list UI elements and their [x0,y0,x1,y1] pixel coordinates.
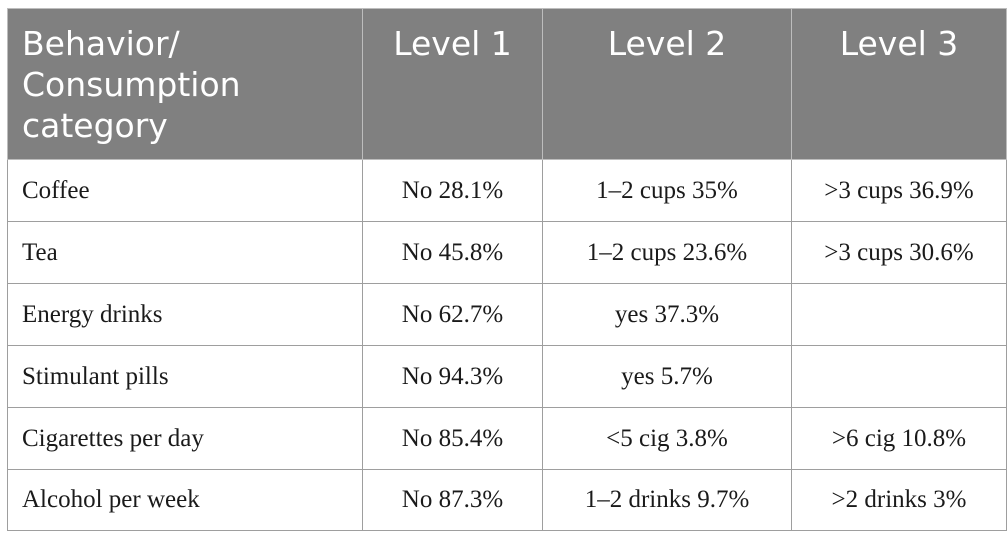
row-level-1: No 45.8% [362,221,543,284]
table-row: Tea No 45.8% 1–2 cups 23.6% >3 cups 30.6… [7,221,1007,284]
row-level-3: >3 cups 30.6% [791,221,1007,284]
table-row: Alcohol per week No 87.3% 1–2 drinks 9.7… [7,469,1007,531]
row-level-3: >6 cig 10.8% [791,407,1007,470]
row-level-1: No 28.1% [362,159,543,222]
header-row: Behavior/ Consumption category Level 1 L… [7,8,1007,160]
header-level-3: Level 3 [791,8,1007,160]
row-level-1: No 87.3% [362,469,543,531]
row-category: Energy drinks [7,283,363,346]
consumption-table: Behavior/ Consumption category Level 1 L… [7,8,1007,531]
row-level-1: No 94.3% [362,345,543,408]
table-header: Behavior/ Consumption category Level 1 L… [7,8,1007,160]
table-row: Coffee No 28.1% 1–2 cups 35% >3 cups 36.… [7,159,1007,222]
table-row: Stimulant pills No 94.3% yes 5.7% [7,345,1007,408]
row-level-3: >2 drinks 3% [791,469,1007,531]
row-category: Alcohol per week [7,469,363,531]
row-category: Stimulant pills [7,345,363,408]
header-behavior-category: Behavior/ Consumption category [7,8,363,160]
row-level-2: 1–2 drinks 9.7% [542,469,792,531]
row-category: Cigarettes per day [7,407,363,470]
row-level-2: <5 cig 3.8% [542,407,792,470]
row-level-1: No 85.4% [362,407,543,470]
row-level-2: 1–2 cups 23.6% [542,221,792,284]
row-category: Tea [7,221,363,284]
row-level-3: >3 cups 36.9% [791,159,1007,222]
row-level-2: yes 5.7% [542,345,792,408]
row-level-1: No 62.7% [362,283,543,346]
row-category: Coffee [7,159,363,222]
row-level-3 [791,283,1007,346]
row-level-2: 1–2 cups 35% [542,159,792,222]
table-row: Energy drinks No 62.7% yes 37.3% [7,283,1007,346]
row-level-2: yes 37.3% [542,283,792,346]
table-body: Coffee No 28.1% 1–2 cups 35% >3 cups 36.… [7,159,1007,531]
row-level-3 [791,345,1007,408]
header-level-2: Level 2 [542,8,792,160]
table-row: Cigarettes per day No 85.4% <5 cig 3.8% … [7,407,1007,470]
header-level-1: Level 1 [362,8,543,160]
